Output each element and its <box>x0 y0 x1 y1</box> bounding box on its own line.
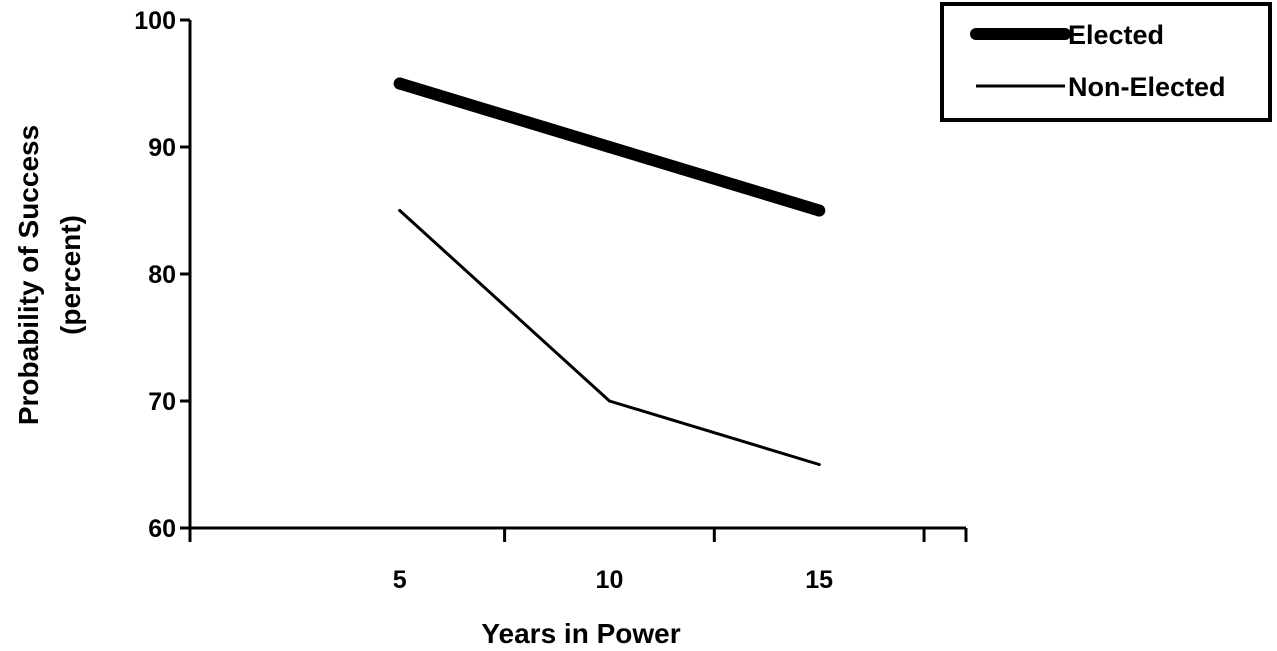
y-tick-label-80: 80 <box>148 261 176 289</box>
legend-box <box>940 2 1272 122</box>
data-point-non-elected-15 <box>817 463 821 466</box>
data-point-elected-15 <box>813 204 826 217</box>
y-tick-label-90: 90 <box>148 134 176 162</box>
data-point-non-elected-5 <box>398 209 402 212</box>
plot-area: 60 70 80 90 100 5 10 15 <box>134 7 968 594</box>
y-tick-label-100: 100 <box>134 7 176 35</box>
data-point-elected-10 <box>603 141 616 153</box>
x-tick-label-10: 10 <box>596 566 624 594</box>
y-axis-title-line-1: Probability of Success <box>13 125 44 425</box>
legend: Elected Non-Elected <box>940 2 1272 122</box>
data-point-non-elected-10 <box>607 399 611 403</box>
y-axis-title-line-2: (percent) <box>55 215 86 335</box>
series-line-non-elected <box>398 209 821 466</box>
x-tick-label-5: 5 <box>393 566 407 594</box>
x-tick-label-15: 15 <box>805 566 833 594</box>
data-point-elected-5 <box>393 77 406 90</box>
legend-label-non-elected: Non-Elected <box>1068 72 1226 102</box>
x-axis-title: Years in Power <box>481 618 680 649</box>
y-tick-label-60: 60 <box>148 515 176 543</box>
legend-label-elected: Elected <box>1068 20 1164 50</box>
y-tick-label-70: 70 <box>148 388 176 416</box>
